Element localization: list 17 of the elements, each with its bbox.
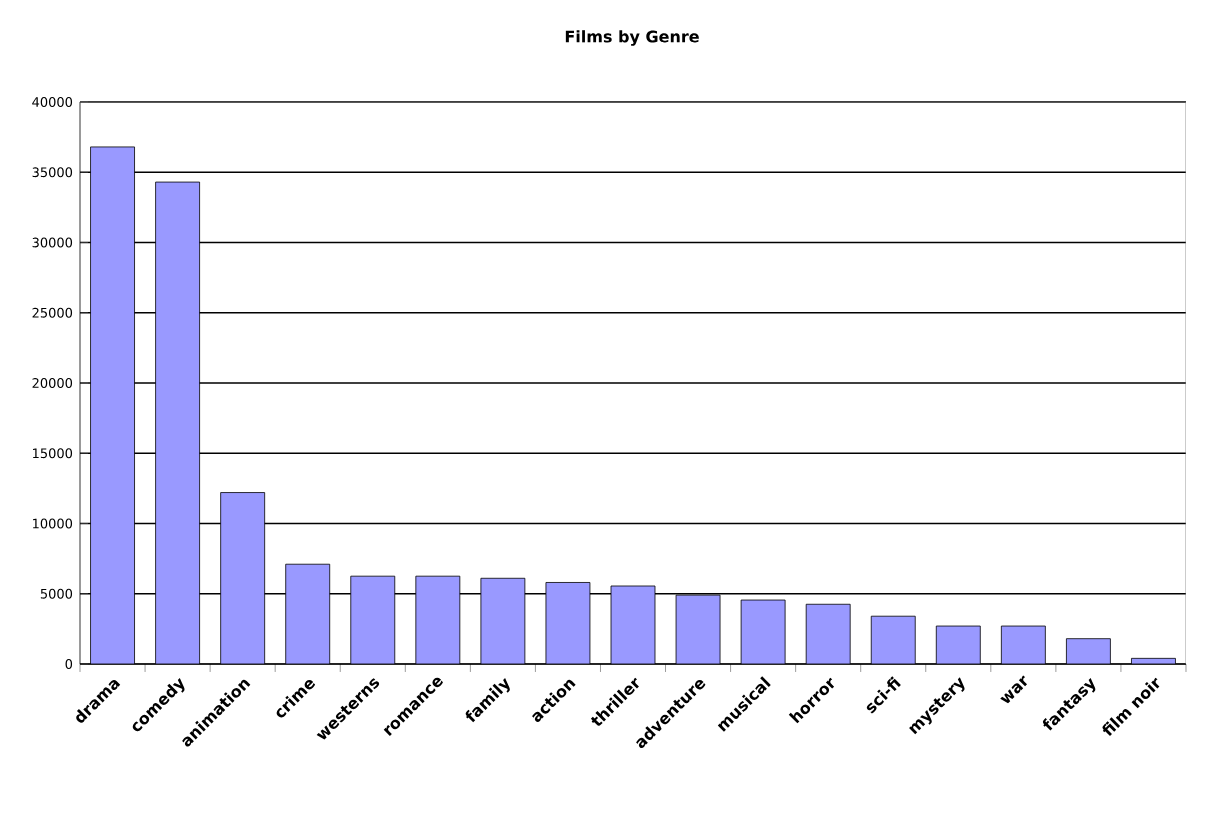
bar <box>415 576 460 664</box>
bar <box>806 604 851 664</box>
bar <box>936 626 981 664</box>
bar <box>155 182 200 664</box>
bar <box>285 564 330 664</box>
bar <box>741 600 786 664</box>
chart-title: Films by Genre <box>565 30 699 46</box>
bar <box>90 146 135 664</box>
bar <box>220 492 265 664</box>
bar <box>611 585 656 664</box>
bar <box>545 582 590 664</box>
bar <box>480 578 525 664</box>
bar <box>676 595 721 664</box>
bar <box>1066 638 1111 664</box>
bar <box>1001 626 1046 664</box>
bar <box>871 616 916 664</box>
bar <box>350 576 395 664</box>
